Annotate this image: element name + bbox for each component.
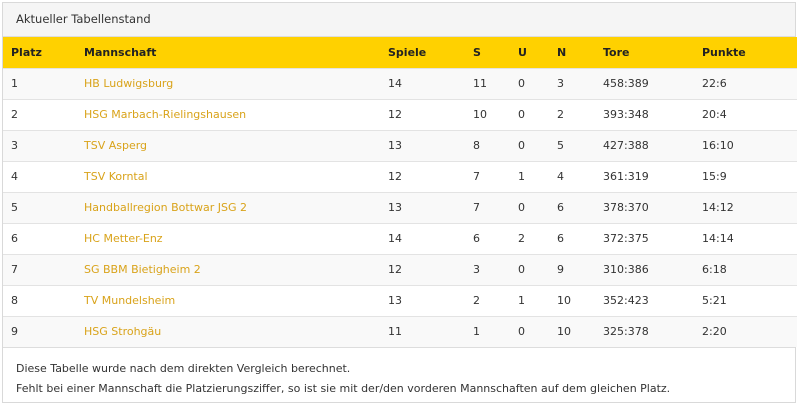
cell-siege: 1 <box>473 325 480 339</box>
cell-platz: 9 <box>11 325 18 339</box>
cell-niederlagen: 10 <box>557 294 571 307</box>
cell-siege: 10 <box>473 108 487 121</box>
cell-unentschieden: 0 <box>518 139 525 152</box>
team-link[interactable]: SG BBM Bietigheim 2 <box>84 263 201 276</box>
team-link[interactable]: Handballregion Bottwar JSG 2 <box>84 201 247 214</box>
standings-table: Platz Mannschaft Spiele S U N Tore Punkt… <box>3 37 797 347</box>
header-platz: Platz <box>11 45 42 59</box>
cell-siege: 7 <box>473 170 480 183</box>
header-unentschieden: U <box>518 45 527 59</box>
cell-unentschieden: 1 <box>518 294 525 307</box>
cell-siege: 6 <box>473 232 480 245</box>
cell-unentschieden: 1 <box>518 170 525 183</box>
cell-punkte: 6:18 <box>702 263 727 276</box>
cell-platz: 1 <box>11 77 18 90</box>
cell-tore: 372:375 <box>603 232 649 245</box>
cell-platz: 7 <box>11 263 18 276</box>
cell-tore: 393:348 <box>603 108 649 121</box>
table-row: 9 HSG Strohgäu 11 1 0 10 325:378 2:20 <box>3 316 797 347</box>
cell-platz: 3 <box>11 139 18 152</box>
cell-platz: 4 <box>11 170 18 183</box>
cell-spiele: 12 <box>388 263 402 276</box>
cell-spiele: 12 <box>388 108 402 121</box>
cell-niederlagen: 9 <box>557 263 564 276</box>
cell-unentschieden: 0 <box>518 108 525 121</box>
cell-punkte: 16:10 <box>702 139 734 152</box>
cell-siege: 2 <box>473 294 480 307</box>
cell-tore: 361:319 <box>603 170 649 183</box>
cell-platz: 6 <box>11 232 18 245</box>
cell-siege: 7 <box>473 201 480 214</box>
cell-spiele: 13 <box>388 294 402 307</box>
cell-siege: 11 <box>473 77 487 90</box>
team-link[interactable]: HC Metter-Enz <box>84 232 163 245</box>
table-row: 6 HC Metter-Enz 14 6 2 6 372:375 14:14 <box>3 223 797 254</box>
table-row: 5 Handballregion Bottwar JSG 2 13 7 0 6 378:37… <box>3 192 797 223</box>
cell-tore: 310:386 <box>603 263 649 276</box>
cell-spiele: 14 <box>388 232 402 245</box>
table-row: 4 TSV Korntal 12 7 1 4 361:319 15:9 <box>3 161 797 192</box>
cell-tore: 325:378 <box>603 325 649 339</box>
cell-platz: 5 <box>11 201 18 214</box>
table-row: 8 TV Mundelsheim 13 2 1 10 352:423 5:21 <box>3 285 797 316</box>
cell-niederlagen: 3 <box>557 77 564 90</box>
cell-unentschieden: 0 <box>518 325 525 339</box>
cell-punkte: 5:21 <box>702 294 727 307</box>
header-punkte: Punkte <box>702 45 746 59</box>
cell-spiele: 11 <box>388 325 402 339</box>
cell-spiele: 14 <box>388 77 402 90</box>
cell-punkte: 15:9 <box>702 170 727 183</box>
cell-unentschieden: 0 <box>518 263 525 276</box>
cell-siege: 8 <box>473 139 480 152</box>
team-link[interactable]: HB Ludwigsburg <box>84 77 174 90</box>
cell-unentschieden: 0 <box>518 201 525 214</box>
standings-panel: Aktueller Tabellenstand Platz Mannschaft… <box>2 2 797 403</box>
cell-spiele: 13 <box>388 201 402 214</box>
cell-tore: 458:389 <box>603 77 649 90</box>
footnote-line-1: Diese Tabelle wurde nach dem direkten Ve… <box>16 362 351 375</box>
cell-siege: 3 <box>473 263 480 276</box>
cell-tore: 378:370 <box>603 201 649 214</box>
cell-spiele: 12 <box>388 170 402 183</box>
cell-niederlagen: 2 <box>557 108 564 121</box>
footnote-line-2: Fehlt bei einer Mannschaft die Platzieru… <box>16 382 671 395</box>
team-link[interactable]: HSG Marbach-Rielingshausen <box>84 108 247 121</box>
team-link[interactable]: TSV Korntal <box>84 170 148 183</box>
cell-tore: 352:423 <box>603 294 649 307</box>
header-tore: Tore <box>603 45 630 59</box>
table-row: 1 HB Ludwigsburg 14 11 0 3 458:389 22:6 <box>3 68 797 99</box>
table-header-row: Platz Mannschaft Spiele S U N Tore Punkt… <box>3 37 797 68</box>
table-row: 7 SG BBM Bietigheim 2 12 3 0 9 310:386 6:18 <box>3 254 797 285</box>
team-link[interactable]: TSV Asperg <box>84 139 148 152</box>
team-link[interactable]: TV Mundelsheim <box>84 294 176 307</box>
table-footnote: Diese Tabelle wurde nach dem direkten Ve… <box>3 347 795 399</box>
panel-title: Aktueller Tabellenstand <box>3 3 795 37</box>
header-mannschaft: Mannschaft <box>84 45 157 59</box>
cell-punkte: 2:20 <box>702 325 727 339</box>
table-row: 3 TSV Asperg 13 8 0 5 427:388 16:10 <box>3 130 797 161</box>
cell-punkte: 22:6 <box>702 77 727 90</box>
cell-niederlagen: 5 <box>557 139 564 152</box>
cell-niederlagen: 6 <box>557 232 564 245</box>
cell-niederlagen: 4 <box>557 170 564 183</box>
cell-punkte: 14:12 <box>702 201 734 214</box>
cell-niederlagen: 10 <box>557 325 571 339</box>
header-spiele: Spiele <box>388 45 427 59</box>
table-row: 2 HSG Marbach-Rielingshausen 12 10 0 2 393:348… <box>3 99 797 130</box>
cell-niederlagen: 6 <box>557 201 564 214</box>
cell-platz: 8 <box>11 294 18 307</box>
cell-platz: 2 <box>11 108 18 121</box>
header-niederlagen: N <box>557 45 567 59</box>
cell-unentschieden: 2 <box>518 232 525 245</box>
team-link[interactable]: HSG Strohgäu <box>84 325 162 339</box>
cell-spiele: 13 <box>388 139 402 152</box>
header-siege: S <box>473 45 481 59</box>
cell-punkte: 20:4 <box>702 108 727 121</box>
cell-unentschieden: 0 <box>518 77 525 90</box>
cell-tore: 427:388 <box>603 139 649 152</box>
cell-punkte: 14:14 <box>702 232 734 245</box>
